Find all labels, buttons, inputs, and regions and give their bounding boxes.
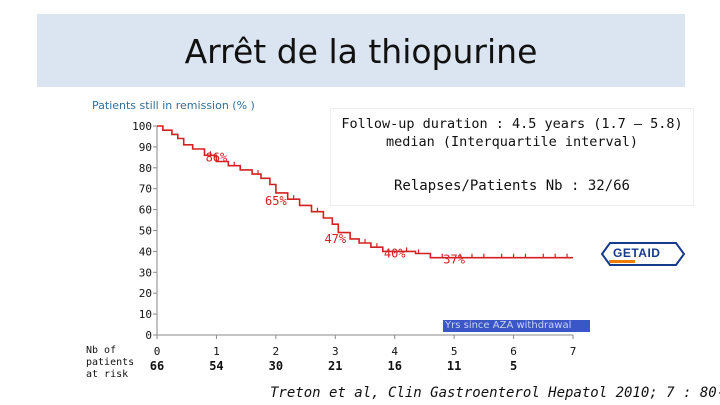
- x-tick-label: 5: [451, 345, 458, 358]
- logo-accent: [609, 260, 635, 263]
- getaid-logo: [600, 242, 686, 266]
- followup-line-1: Follow-up duration : 4.5 years (1.7 – 5.…: [341, 116, 683, 132]
- x-tick-label: 7: [570, 345, 577, 358]
- followup-note: Follow-up duration : 4.5 years (1.7 – 5.…: [331, 115, 693, 151]
- at-risk-count: 54: [209, 359, 223, 373]
- at-risk-count: 66: [150, 359, 164, 373]
- x-tick-label: 3: [332, 345, 339, 358]
- relapses-note: Relapses/Patients Nb : 32/66: [393, 178, 630, 194]
- y-tick-label: 40: [139, 245, 152, 258]
- x-axis-label: Yrs since AZA withdrawal: [443, 320, 590, 332]
- percent-annotation: 86%: [206, 150, 228, 164]
- note-box: Follow-up duration : 4.5 years (1.7 – 5.…: [330, 108, 694, 206]
- y-tick-label: 10: [139, 308, 152, 321]
- x-tick-label: 0: [154, 345, 161, 358]
- y-tick-label: 70: [139, 183, 152, 196]
- at-risk-count: 5: [510, 359, 517, 373]
- at-risk-count: 16: [387, 359, 401, 373]
- logo-text: GETAID: [613, 246, 661, 260]
- percent-annotation: 37%: [443, 253, 465, 267]
- logo-shape: [600, 242, 686, 266]
- x-tick-label: 1: [213, 345, 220, 358]
- at-risk-label: Nb of patients at risk: [86, 345, 134, 381]
- y-tick-label: 60: [139, 204, 152, 217]
- survival-curve: [157, 125, 573, 259]
- percent-annotation: 47%: [324, 232, 346, 246]
- percent-annotation: 65%: [265, 194, 287, 208]
- x-tick-label: 2: [273, 345, 280, 358]
- y-tick-label: 30: [139, 266, 152, 279]
- followup-line-2: median (Interquartile interval): [386, 134, 638, 150]
- at-risk-label-line: Nb of: [86, 345, 117, 356]
- y-tick-label: 80: [139, 162, 152, 175]
- at-risk-label-line: patients: [86, 357, 135, 368]
- y-tick-label: 90: [139, 141, 152, 154]
- y-tick-label: 0: [145, 329, 152, 342]
- at-risk-count: 21: [328, 359, 342, 373]
- y-tick-label: 100: [132, 120, 152, 133]
- citation: Treton et al, Clin Gastroenterol Hepatol…: [270, 385, 720, 401]
- x-tick-label: 4: [391, 345, 398, 358]
- x-tick-label: 6: [510, 345, 517, 358]
- title-band: Arrêt de la thiopurine: [37, 14, 685, 87]
- at-risk-label-line: at risk: [86, 369, 129, 380]
- y-axis-label: Patients still in remission (% ): [92, 99, 255, 112]
- y-tick-label: 50: [139, 225, 152, 238]
- slide-title: Arrêt de la thiopurine: [184, 32, 538, 71]
- y-tick-label: 20: [139, 287, 152, 300]
- percent-annotation: 40%: [384, 246, 406, 260]
- at-risk-count: 11: [447, 359, 461, 373]
- at-risk-count: 30: [269, 359, 283, 373]
